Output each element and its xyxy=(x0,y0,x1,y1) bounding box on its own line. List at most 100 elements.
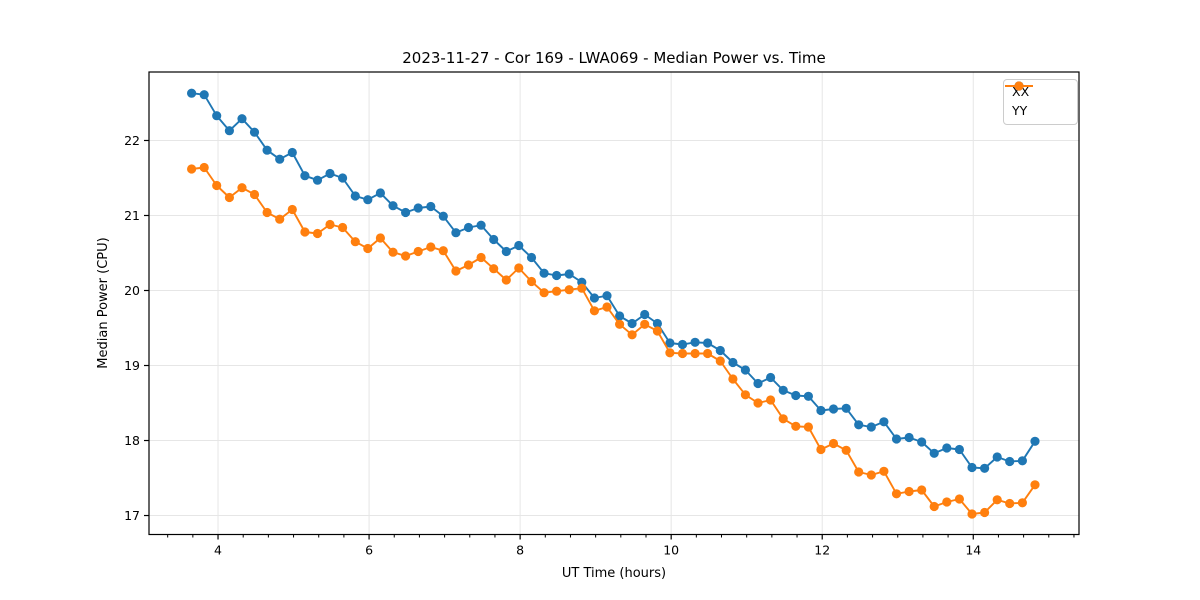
series-yy-marker xyxy=(199,162,209,173)
series-yy-line xyxy=(191,166,1036,515)
series-xx-marker xyxy=(589,293,600,303)
series-xx-marker xyxy=(891,434,902,444)
series-yy-marker xyxy=(476,252,486,263)
series-yy-marker xyxy=(438,246,448,256)
series-xx-marker xyxy=(791,390,801,401)
y-tick-label: 22 xyxy=(124,133,140,148)
series-xx-marker xyxy=(929,448,939,458)
series-yy-marker xyxy=(539,288,549,298)
series-yy-marker xyxy=(224,192,234,203)
series-yy-marker xyxy=(665,348,675,358)
series-xx-marker xyxy=(401,207,411,218)
grid-layer xyxy=(149,72,1079,535)
series-yy-marker xyxy=(677,348,688,359)
legend-item-yy: YY xyxy=(1005,81,1069,121)
series-yy-marker xyxy=(501,275,511,285)
series-xx-marker xyxy=(501,246,511,257)
series-xx-marker xyxy=(275,154,285,164)
series-yy-marker xyxy=(249,189,260,200)
series-xx-marker xyxy=(312,175,323,185)
series-xx-marker xyxy=(451,228,461,238)
legend: XX YY xyxy=(1003,79,1078,125)
series-xx-marker xyxy=(262,145,272,155)
series-yy-marker xyxy=(388,247,398,257)
series-yy-marker xyxy=(627,330,637,340)
series-xx-marker xyxy=(199,90,209,100)
series-yy-marker xyxy=(841,445,851,455)
series-yy-marker xyxy=(879,466,889,476)
x-tick-label: 6 xyxy=(365,543,373,558)
legend-label-yy: YY xyxy=(1012,103,1028,119)
series-xx-marker xyxy=(728,357,738,368)
series-yy-marker xyxy=(980,507,990,518)
series-xx-marker xyxy=(438,211,448,221)
series-xx-line xyxy=(191,92,1036,470)
x-tick-label: 4 xyxy=(214,543,222,558)
series-yy-marker xyxy=(463,260,474,270)
series-yy-marker xyxy=(375,233,385,243)
series-yy-marker xyxy=(791,421,801,431)
series-xx-marker xyxy=(627,318,637,329)
series-yy-marker xyxy=(615,319,625,329)
series-xx-marker xyxy=(828,404,839,414)
series-xx-marker xyxy=(942,443,952,453)
series-yy-marker xyxy=(426,242,436,252)
series-yy-marker xyxy=(690,348,700,359)
series-yy-marker xyxy=(237,183,247,193)
series-xx-marker xyxy=(526,252,537,263)
series-xx-marker xyxy=(992,452,1002,462)
series-yy-marker xyxy=(828,438,839,449)
series-xx-marker xyxy=(879,417,889,427)
series-yy-marker xyxy=(917,485,927,495)
chart-title: 2023-11-27 - Cor 169 - LWA069 - Median P… xyxy=(402,49,826,67)
series-xx-marker xyxy=(224,126,234,136)
series-yy-marker xyxy=(300,227,310,237)
series-xx-marker xyxy=(854,420,864,430)
series-xx-marker xyxy=(753,378,763,389)
series-xx-marker xyxy=(1030,436,1040,446)
series-xx-marker xyxy=(803,391,814,401)
series-xx-marker xyxy=(766,372,776,383)
series-xx-marker xyxy=(237,114,247,124)
x-tick-label: 8 xyxy=(516,543,524,558)
series-xx-marker xyxy=(476,220,486,230)
series-xx-marker xyxy=(917,437,927,447)
y-tick-label: 17 xyxy=(124,508,140,523)
series-yy-marker xyxy=(187,164,197,174)
axes-spines xyxy=(148,71,1080,536)
series-yy-marker xyxy=(514,263,524,273)
series-xx-marker xyxy=(690,337,700,347)
series-xx-marker xyxy=(816,405,826,416)
series-xx-marker xyxy=(363,195,373,205)
series-xx-marker xyxy=(375,188,385,198)
series-xx-marker xyxy=(552,270,562,281)
series-xx-marker xyxy=(615,311,625,321)
series-xx-marker xyxy=(602,291,612,301)
series-xx-marker xyxy=(338,173,348,183)
y-tick-label: 18 xyxy=(124,433,140,448)
y-axis-label: Median Power (CPU) xyxy=(96,237,111,368)
series-xx-marker xyxy=(300,171,310,181)
series-yy-marker xyxy=(589,306,600,316)
series-yy-marker xyxy=(992,495,1002,505)
series-yy-marker xyxy=(312,228,323,239)
series-yy-marker xyxy=(212,180,222,191)
series-yy-marker xyxy=(413,246,423,257)
series-xx-marker xyxy=(1017,456,1027,466)
series-xx-marker xyxy=(715,345,725,356)
series-yy-marker xyxy=(652,326,663,336)
series-yy-marker xyxy=(854,467,864,477)
series-xx-marker xyxy=(287,147,297,158)
series-yy-marker xyxy=(715,356,725,366)
x-tick-label: 12 xyxy=(814,543,830,558)
series-yy-marker xyxy=(891,489,902,499)
series-yy-marker xyxy=(942,497,952,507)
series-xx-marker xyxy=(640,309,650,320)
series-xx-marker xyxy=(514,240,524,251)
y-tick-label: 21 xyxy=(124,208,140,223)
series-xx-marker xyxy=(740,365,751,375)
series-yy-marker xyxy=(954,494,965,504)
series-layer xyxy=(187,88,1040,519)
series-xx-marker xyxy=(426,201,436,212)
